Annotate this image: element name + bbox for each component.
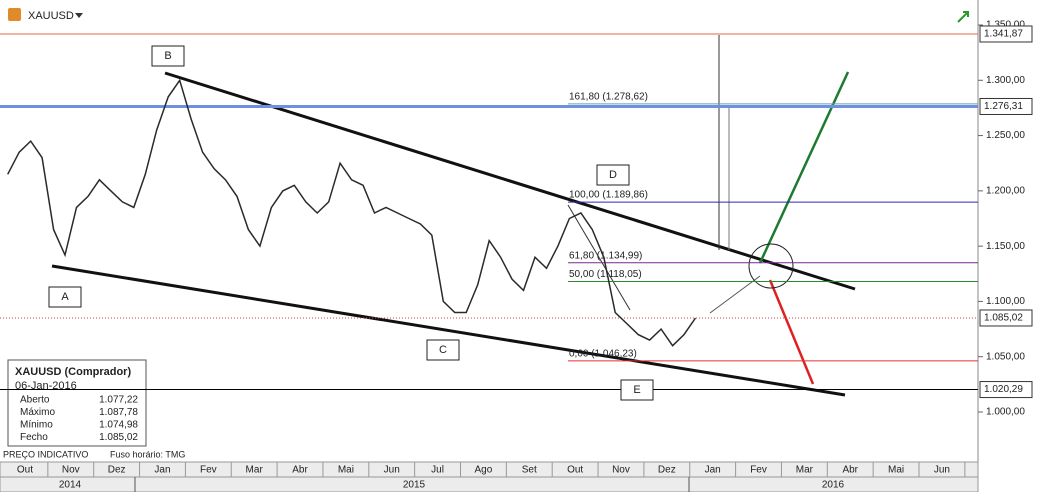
symbol[interactable]: XAUUSD <box>28 10 74 22</box>
x-tick-label: Mai <box>888 465 904 476</box>
x-tick-label: Out <box>17 465 33 476</box>
circle-marker <box>748 243 794 289</box>
info-label: Fecho <box>20 432 48 443</box>
x-tick-label: Mar <box>246 465 264 476</box>
symbol-icon[interactable] <box>8 8 21 21</box>
info-label: Máximo <box>20 407 55 418</box>
y-tick-label: 1.300,00 <box>986 75 1025 86</box>
x-tick-label: Out <box>567 465 583 476</box>
fib-label: 161,80 (1.278,62) <box>569 92 648 103</box>
level-tag <box>979 381 1033 399</box>
x-tick-label: Ago <box>475 465 493 476</box>
point-box <box>620 379 654 401</box>
footer-note: PREÇO INDICATIVO <box>3 449 88 459</box>
y-tick-label: 1.200,00 <box>986 185 1025 196</box>
level-label: 1.085,02 <box>984 313 1023 324</box>
fib-label: 61,80 (1.134,99) <box>569 250 642 261</box>
fib-label: 100,00 (1.189,86) <box>569 190 648 201</box>
y-tick-label: 1.150,00 <box>986 241 1025 252</box>
point-label: C <box>439 344 447 356</box>
point-label: D <box>609 169 617 181</box>
point-label: E <box>633 384 640 396</box>
info-title: XAUUSD (Comprador) <box>15 366 131 378</box>
point-box <box>151 45 185 67</box>
level-label: 1.276,31 <box>984 101 1023 112</box>
year-label: 2014 <box>59 480 82 491</box>
guide-line <box>709 275 761 314</box>
info-value: 1.074,98 <box>99 420 138 431</box>
x-tick-label: Abr <box>292 465 308 476</box>
x-tick-label: Jan <box>705 465 721 476</box>
x-tick-label: Jun <box>934 465 950 476</box>
point-label: B <box>164 50 171 62</box>
guide-line <box>567 204 631 311</box>
footer-timezone: Fuso horário: TMG <box>110 449 185 459</box>
x-tick-label: Jul <box>431 465 444 476</box>
point-box <box>426 339 460 361</box>
x-tick-label: Dez <box>658 465 676 476</box>
x-tick-label: Mai <box>338 465 354 476</box>
year-label: 2015 <box>403 480 426 491</box>
fib-label: 50,00 (1.118,05) <box>569 269 642 280</box>
level-tag <box>979 25 1033 43</box>
point-box <box>596 164 630 186</box>
x-tick-label: Nov <box>612 465 630 476</box>
info-value: 1.087,78 <box>99 407 138 418</box>
level-tag <box>979 309 1033 327</box>
info-value: 1.077,22 <box>99 395 138 406</box>
y-tick-label: 1.250,00 <box>986 130 1025 141</box>
red-projection <box>768 279 815 385</box>
x-tick-label: Nov <box>62 465 80 476</box>
year-label: 2016 <box>822 480 845 491</box>
info-date: 06-Jan-2016 <box>15 380 77 392</box>
level-label: 1.020,29 <box>984 384 1023 395</box>
info-label: Mínimo <box>20 420 53 431</box>
y-tick-label: 1.350,00 <box>986 20 1025 31</box>
trend-icon[interactable] <box>957 11 969 23</box>
x-tick-label: Fev <box>200 465 217 476</box>
point-box <box>48 286 82 308</box>
level-label: 1.341,87 <box>984 29 1023 40</box>
y-tick-label: 1.000,00 <box>986 407 1025 418</box>
x-tick-label: Set <box>522 465 537 476</box>
x-tick-label: Jun <box>384 465 400 476</box>
info-value: 1.085,02 <box>99 432 138 443</box>
info-box <box>7 359 147 447</box>
x-tick-label: Abr <box>842 465 858 476</box>
price-line <box>7 78 697 347</box>
trendlines <box>51 71 856 397</box>
x-tick-label: Fev <box>750 465 767 476</box>
dropdown[interactable] <box>75 13 83 18</box>
fib-label: 0,00 (1.046,23) <box>569 349 637 360</box>
x-tick-label: Jan <box>154 465 170 476</box>
x-tick-label: Mar <box>796 465 814 476</box>
x-tick-label: Dez <box>108 465 126 476</box>
level-tag <box>979 97 1033 115</box>
y-tick-label: 1.100,00 <box>986 296 1025 307</box>
y-tick-label: 1.050,00 <box>986 351 1025 362</box>
info-label: Aberto <box>20 395 50 406</box>
point-label: A <box>61 291 69 303</box>
